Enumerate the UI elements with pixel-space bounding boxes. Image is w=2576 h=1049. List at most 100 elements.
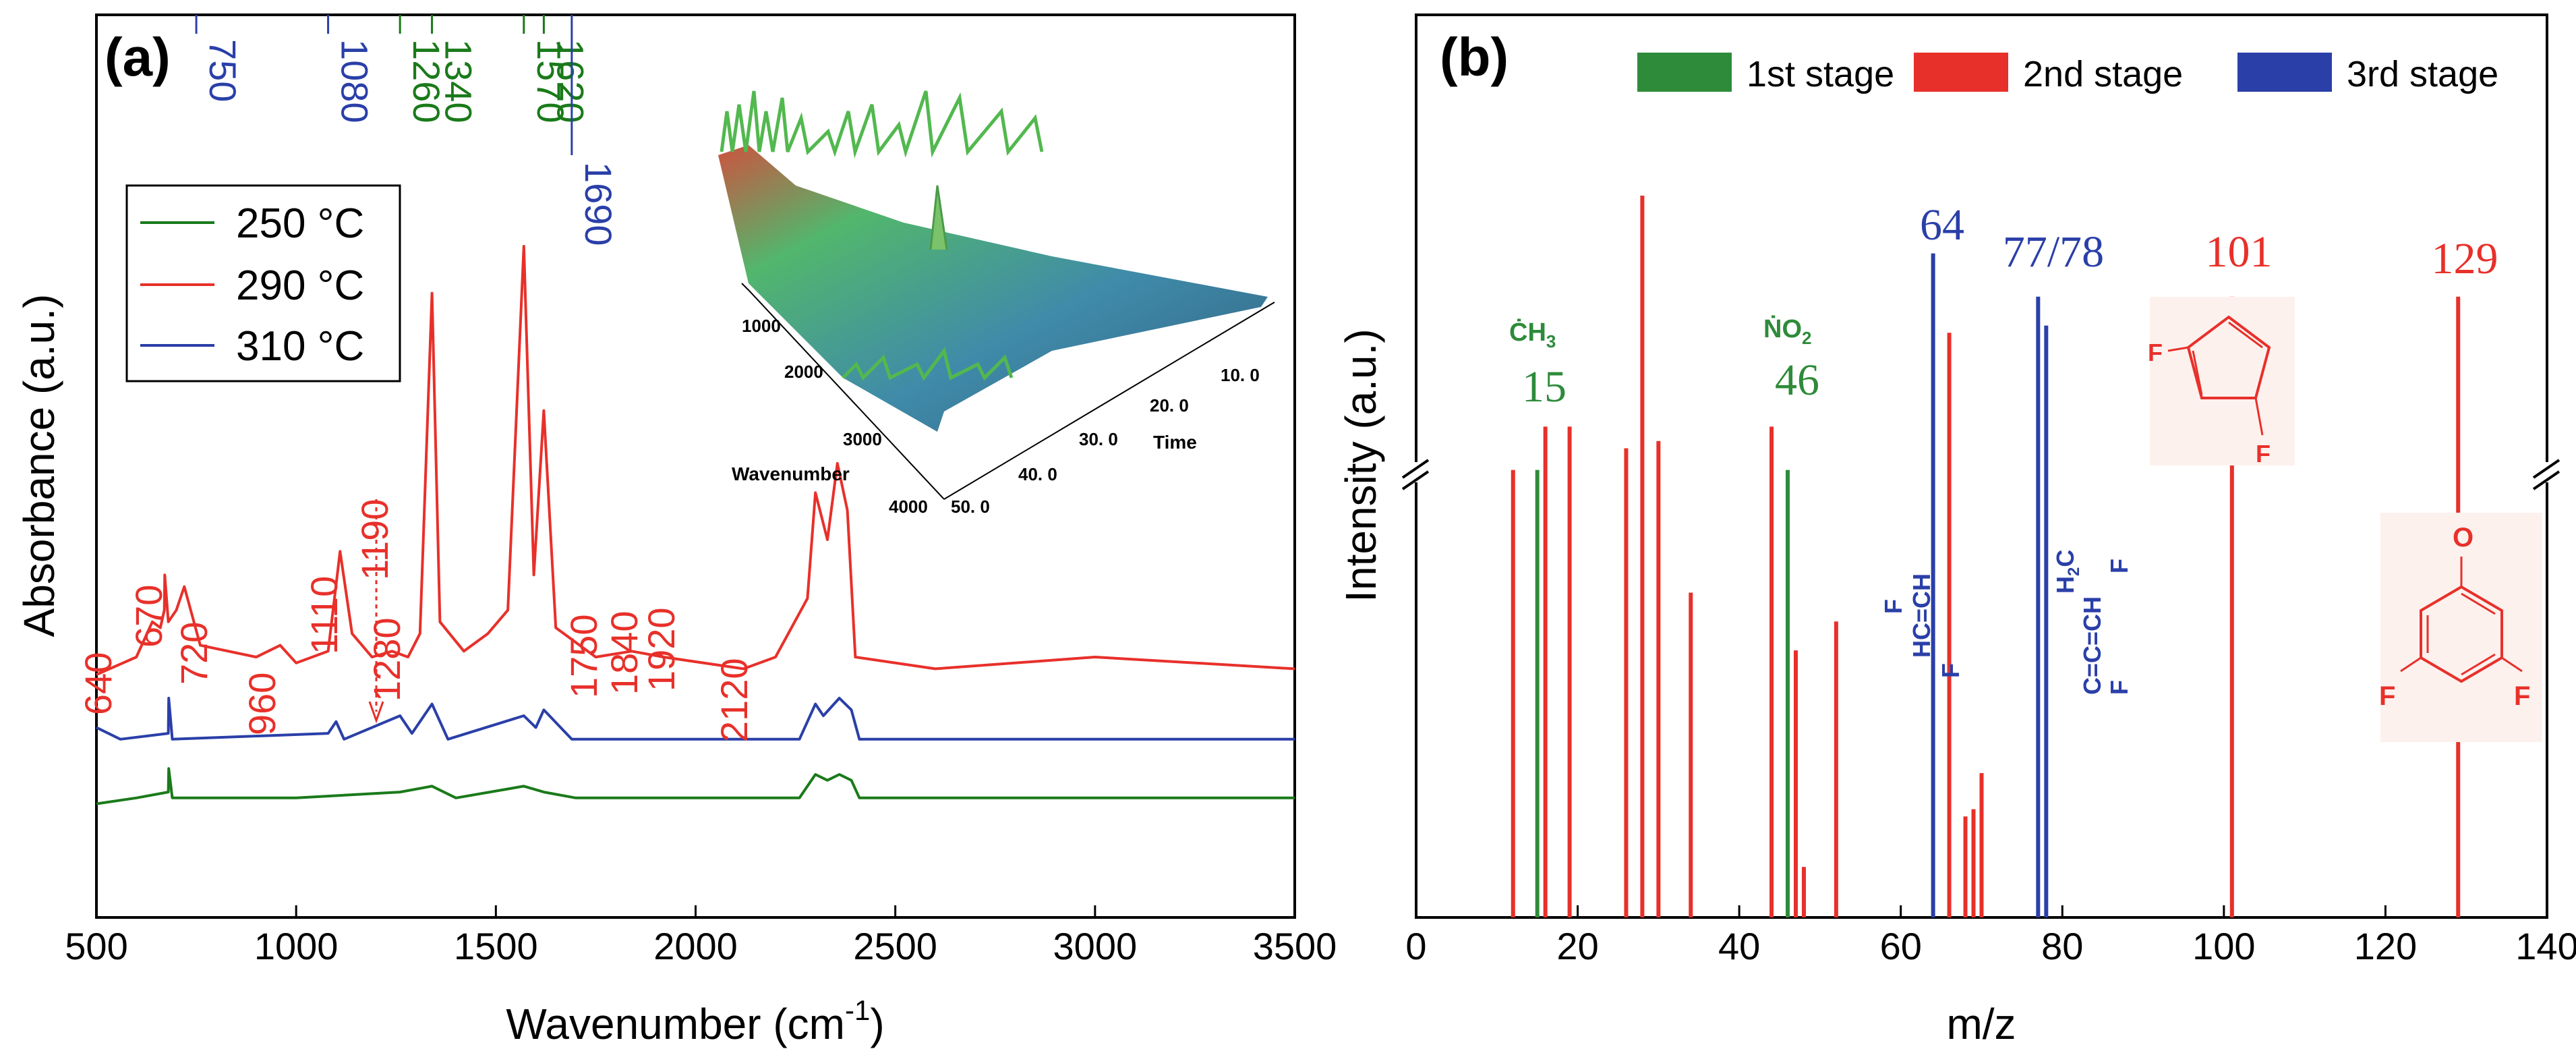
peak-label-64: 64 bbox=[1920, 200, 1964, 250]
inset-axis-wavenumber bbox=[741, 283, 945, 500]
ftir-spectra bbox=[96, 245, 1295, 805]
x-tick-label-a-2500: 2500 bbox=[853, 925, 937, 967]
top-marker-label-1340: 1340 bbox=[438, 39, 480, 123]
top-marker-label-1260: 1260 bbox=[405, 39, 448, 123]
structure-m64-f-right: F bbox=[1937, 663, 1964, 678]
peak-label-670: 670 bbox=[127, 585, 170, 648]
peak-label-15: 15 bbox=[1522, 362, 1567, 412]
structure-m77-chain: C=C=CH bbox=[2078, 596, 2106, 695]
legend-b-swatch-3 bbox=[2237, 53, 2332, 92]
series-line-250C bbox=[96, 767, 1295, 805]
structure-m64: F HC=CH F bbox=[1879, 573, 1964, 678]
x-axis-ticks-a: 500 1000 1500 2000 2500 3000 3500 bbox=[65, 905, 1337, 967]
inset-label-wavenumber: Wavenumber bbox=[732, 463, 850, 484]
structure-m129-f-right: F bbox=[2514, 681, 2530, 711]
x-axis-label-b: m/z bbox=[1946, 1000, 2016, 1048]
structure-m77: H2C F C=C=CH F bbox=[2051, 550, 2133, 695]
legend-b-swatch-1 bbox=[1637, 53, 1732, 92]
structure-m77-f-lower: F bbox=[2105, 680, 2133, 695]
peak-label-640: 640 bbox=[77, 652, 119, 715]
inset-peak bbox=[929, 185, 948, 250]
structure-m129-ring bbox=[2420, 585, 2503, 683]
peak-label-1190: 1190 bbox=[353, 499, 396, 580]
peak-label-77-78: 77/78 bbox=[2003, 227, 2104, 277]
ms-bars bbox=[1511, 196, 2461, 917]
x-tick-label-a-500: 500 bbox=[65, 925, 127, 967]
x-tick-label-a-3000: 3000 bbox=[1053, 925, 1138, 967]
legend-b-label-1: 1st stage bbox=[1747, 54, 1894, 94]
axis-break-right bbox=[2532, 459, 2560, 490]
structure-m101-f-right: F bbox=[2256, 440, 2271, 467]
peak-label-46: 46 bbox=[1775, 356, 1819, 405]
series-line-310C bbox=[96, 696, 1295, 741]
top-marker-label-1620: 1620 bbox=[549, 39, 591, 123]
top-marker-label-1080: 1080 bbox=[334, 39, 376, 123]
peak-label-1750: 1750 bbox=[562, 614, 605, 698]
x-tick-label-b-20: 20 bbox=[1556, 925, 1598, 967]
species-no2: ṄO2 bbox=[1763, 315, 1811, 348]
structure-m101: F F bbox=[2148, 297, 2295, 467]
peak-label-720: 720 bbox=[173, 622, 215, 685]
peak-label-1840: 1840 bbox=[603, 611, 645, 695]
x-tick-label-a-1000: 1000 bbox=[254, 925, 339, 967]
panel-a-label: (a) bbox=[105, 27, 171, 87]
y-axis-label-b: Intensity (a.u.) bbox=[1337, 329, 1385, 602]
top-marker-label-1690: 1690 bbox=[577, 162, 620, 246]
x-tick-label-b-120: 120 bbox=[2354, 925, 2417, 967]
legend-b-label-3: 3rd stage bbox=[2347, 54, 2498, 94]
inset-tick-t-2: 20. 0 bbox=[1150, 395, 1189, 416]
structure-m101-ring bbox=[2186, 315, 2271, 399]
arrow-1190-head bbox=[368, 701, 384, 724]
structure-m77-h2c: H2C bbox=[2051, 550, 2083, 594]
top-marker-label-750: 750 bbox=[202, 39, 244, 102]
peak-label-1920: 1920 bbox=[640, 607, 682, 691]
inset-tick-t-4: 40. 0 bbox=[1018, 464, 1057, 484]
inset-tick-t-5: 50. 0 bbox=[951, 497, 990, 517]
peak-label-1110: 1110 bbox=[303, 576, 345, 654]
y-axis-label-a: Absorbance (a.u.) bbox=[15, 294, 63, 637]
inset-surface-front bbox=[842, 347, 1014, 381]
structure-m129-bonds bbox=[2400, 557, 2523, 676]
inset-surface-ridges bbox=[720, 90, 1044, 159]
x-tick-label-b-0: 0 bbox=[1405, 925, 1426, 967]
peak-label-2120: 2120 bbox=[713, 658, 755, 742]
inset-tick-w-4: 4000 bbox=[889, 497, 928, 517]
axis-break-left bbox=[1401, 459, 1430, 490]
legend-a-label-2: 290 °C bbox=[236, 262, 364, 309]
legend-b-swatch-2 bbox=[1914, 53, 2008, 92]
x-tick-label-a-1500: 1500 bbox=[454, 925, 538, 967]
peak-label-960: 960 bbox=[241, 673, 283, 735]
legend-a-label-3: 310 °C bbox=[236, 323, 364, 370]
x-axis-label-a: Wavenumber (cm-1) bbox=[506, 994, 884, 1048]
structure-m129-bg bbox=[2380, 513, 2542, 742]
species-ch3: ĊH3 bbox=[1509, 318, 1556, 351]
x-tick-label-b-100: 100 bbox=[2192, 925, 2255, 967]
structure-m129: O F F bbox=[2379, 513, 2542, 742]
structure-m129-f-left: F bbox=[2379, 681, 2395, 711]
inset-axis-time bbox=[943, 302, 1275, 500]
structure-m77-f-upper: F bbox=[2105, 559, 2133, 573]
inset-surface-body bbox=[718, 145, 1268, 432]
inset-3d-surface: 1000 2000 3000 4000 Wavenumber 10. 0 20.… bbox=[718, 90, 1275, 517]
x-tick-label-a-2000: 2000 bbox=[653, 925, 738, 967]
panel-b-mass-spectrum: (b) 1st stage 2nd stage 3rd stage 0 20 40 6… bbox=[1337, 13, 2576, 1048]
structure-m64-f-top: F bbox=[1879, 599, 1907, 614]
structure-m101-bg bbox=[2150, 297, 2295, 465]
x-tick-label-b-140: 140 bbox=[2515, 925, 2576, 967]
peak-label-129: 129 bbox=[2432, 234, 2498, 283]
legend-a-label-1: 250 °C bbox=[236, 200, 364, 247]
inset-tick-w-3: 3000 bbox=[843, 429, 882, 449]
peak-label-1280: 1280 bbox=[365, 617, 408, 702]
legend-b: 1st stage 2nd stage 3rd stage bbox=[1637, 53, 2498, 94]
x-axis-ticks-b: 0 20 40 60 80 100 120 140 bbox=[1405, 905, 2576, 967]
inset-tick-t-3: 30. 0 bbox=[1079, 429, 1118, 449]
panel-b-label: (b) bbox=[1440, 27, 1509, 87]
panel-a-frame bbox=[95, 13, 1296, 919]
peak-label-101: 101 bbox=[2206, 227, 2273, 277]
legend-a: 250 °C 290 °C 310 °C bbox=[125, 184, 401, 382]
inset-tick-t-1: 10. 0 bbox=[1221, 365, 1260, 385]
